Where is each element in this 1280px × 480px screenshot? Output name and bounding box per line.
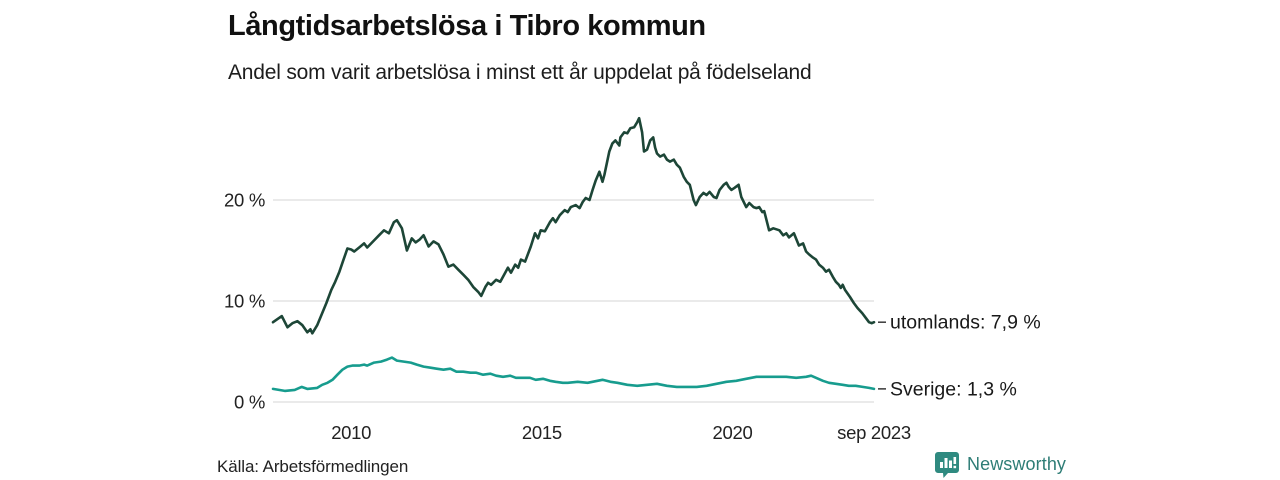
series-line-utomlands: [271, 116, 876, 335]
chart-title: Långtidsarbetslösa i Tibro kommun: [228, 10, 706, 42]
series-end-label-sverige: Sverige: 1,3 %: [890, 378, 1017, 400]
newsworthy-pin-barchart-icon: [935, 452, 959, 478]
source-caption: Källa: Arbetsförmedlingen: [217, 457, 409, 476]
brand-logo: Newsworthy: [934, 451, 1066, 478]
series-line-sverige: [271, 356, 876, 393]
y-tick-label: 10 %: [224, 291, 265, 312]
x-tick-label: sep 2023: [837, 422, 911, 443]
y-tick-label: 0 %: [234, 392, 265, 413]
chart-subtitle: Andel som varit arbetslösa i minst ett å…: [228, 61, 812, 84]
y-tick-label: 20 %: [224, 190, 265, 211]
series-end-label-utomlands: utomlands: 7,9 %: [890, 312, 1041, 334]
x-tick-label: 2015: [522, 422, 562, 443]
x-tick-label: 2020: [713, 422, 753, 443]
x-tick-label: 2010: [331, 422, 371, 443]
brand-name: Newsworthy: [967, 454, 1067, 474]
